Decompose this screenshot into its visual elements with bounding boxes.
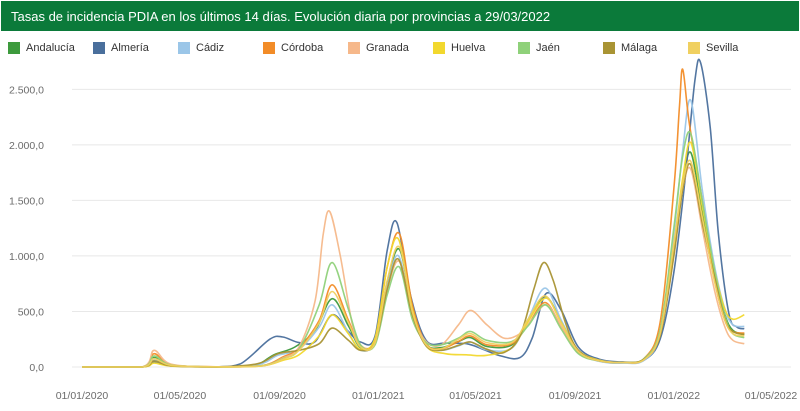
legend-swatch [178, 42, 190, 54]
series-line-andalucia [82, 151, 745, 368]
legend-swatch [93, 42, 105, 54]
chart-legend: Andalucía Almería Cádiz Córdoba Granada Huelv… [8, 40, 798, 56]
x-tick-label: 01/05/2022 [745, 390, 798, 402]
series-line-jaen [82, 131, 745, 368]
y-tick-label: 1.500,0 [9, 195, 44, 207]
legend-label: Almería [111, 42, 149, 54]
series-line-cordoba [82, 68, 745, 368]
legend-item-malaga[interactable]: Málaga [603, 40, 657, 56]
legend-swatch [603, 42, 615, 54]
legend-swatch [263, 42, 275, 54]
x-tick-label: 01/09/2021 [549, 390, 602, 402]
legend-label: Málaga [621, 42, 658, 54]
y-tick-label: 1.000,0 [9, 251, 44, 263]
series-line-cadiz [82, 98, 745, 368]
legend-label: Córdoba [281, 42, 324, 54]
chart-series-lines [82, 58, 745, 368]
series-line-sevilla [82, 159, 745, 368]
legend-label: Granada [366, 42, 409, 54]
legend-item-andalucia[interactable]: Andalucía [8, 40, 75, 56]
legend-swatch [8, 42, 20, 54]
x-tick-label: 01/09/2020 [253, 390, 306, 402]
x-tick-label: 01/01/2022 [648, 390, 701, 402]
y-axis: 0,0 500,0 1.000,0 1.500,0 2.000,0 2.500,0 [9, 84, 44, 374]
legend-label: Andalucía [26, 42, 75, 54]
y-tick-label: 0,0 [29, 362, 44, 374]
legend-label: Cádiz [196, 42, 225, 54]
y-tick-label: 500,0 [18, 306, 44, 318]
legend-label: Huelva [451, 42, 486, 54]
legend-swatch [433, 42, 445, 54]
x-tick-label: 01/01/2021 [352, 390, 405, 402]
legend-swatch [518, 42, 530, 54]
legend-swatch [688, 42, 700, 54]
x-tick-label: 01/05/2020 [154, 390, 207, 402]
x-tick-label: 01/05/2021 [449, 390, 502, 402]
legend-item-huelva[interactable]: Huelva [433, 40, 485, 56]
legend-item-cadiz[interactable]: Cádiz [178, 40, 224, 56]
series-line-granada [82, 166, 745, 368]
chart-title: Tasas de incidencia PDIA en los últimos … [11, 9, 551, 24]
y-tick-label: 2.000,0 [9, 140, 44, 152]
chart-gridlines [72, 88, 791, 368]
series-line-huelva [82, 141, 745, 368]
y-tick-label: 2.500,0 [9, 84, 44, 96]
x-axis: 01/01/2020 01/05/2020 01/09/2020 01/01/2021… [56, 390, 798, 402]
legend-item-granada[interactable]: Granada [348, 40, 409, 56]
legend-swatch [348, 42, 360, 54]
legend-label: Jaén [536, 42, 560, 54]
legend-label: Sevilla [706, 42, 739, 54]
series-line-malaga [82, 162, 745, 368]
chart-title-bar: Tasas de incidencia PDIA en los últimos … [1, 1, 799, 31]
legend-item-sevilla[interactable]: Sevilla [688, 40, 738, 56]
legend-item-almeria[interactable]: Almería [93, 40, 149, 56]
legend-item-cordoba[interactable]: Córdoba [263, 40, 323, 56]
legend-item-jaen[interactable]: Jaén [518, 40, 560, 56]
x-tick-label: 01/01/2020 [56, 390, 109, 402]
